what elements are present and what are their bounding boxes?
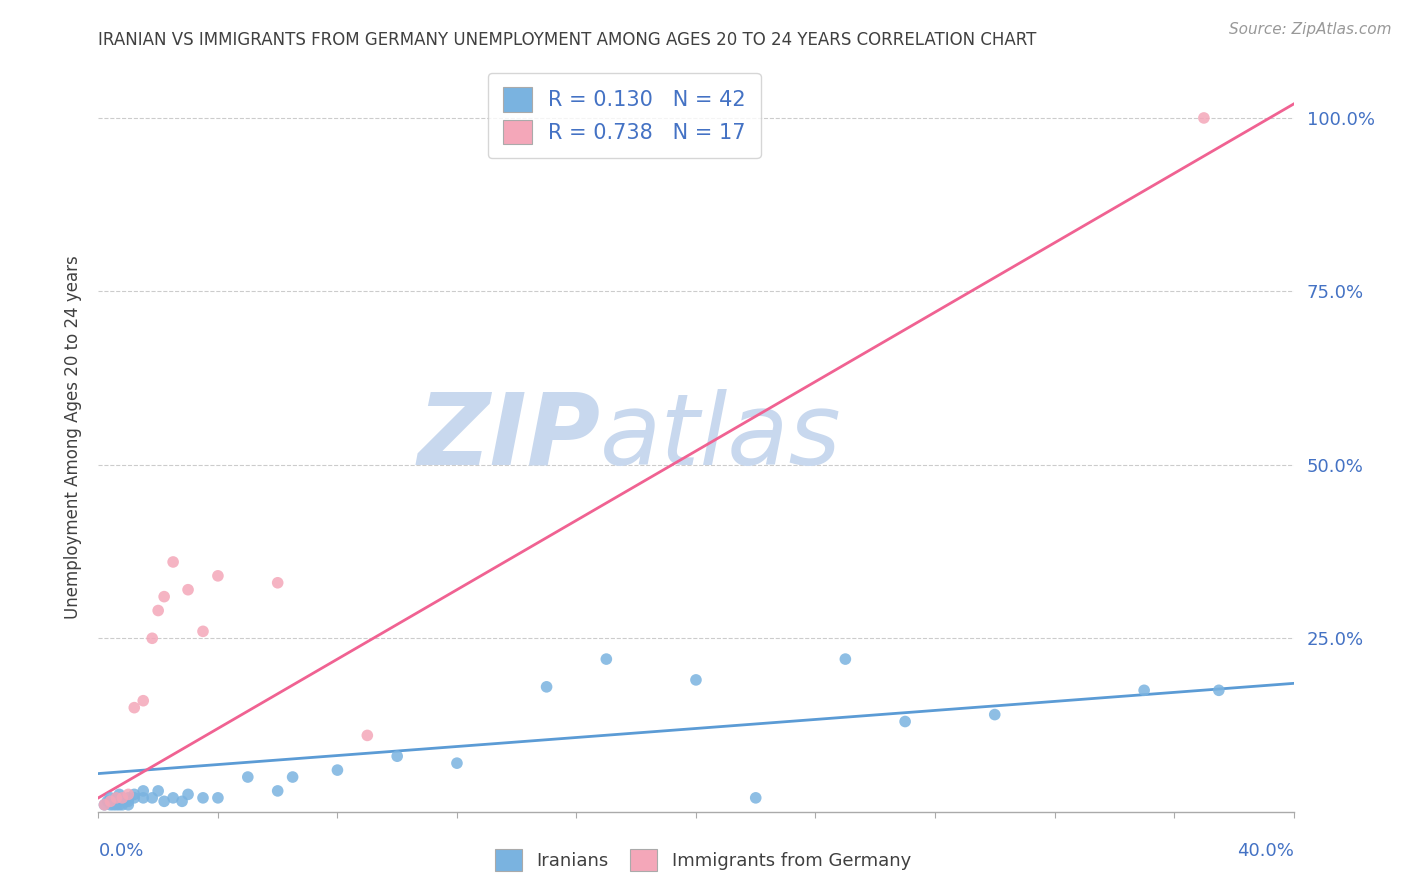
Point [132,694,155,708]
Point [745,790,768,805]
Point [148,784,170,798]
Point [267,784,290,798]
Point [93,797,115,812]
Legend: Iranians, Immigrants from Germany: Iranians, Immigrants from Germany [488,842,918,879]
Point [446,756,468,771]
Point [894,714,917,729]
Point [162,555,184,569]
Point [153,794,176,808]
Point [153,590,176,604]
Point [148,603,170,617]
Text: Source: ZipAtlas.com: Source: ZipAtlas.com [1229,22,1392,37]
Point [98,794,122,808]
Point [93,797,115,812]
Point [207,790,229,805]
Point [98,797,122,812]
Point [132,784,155,798]
Point [98,790,122,805]
Point [124,788,146,802]
Point [141,632,163,646]
Point [108,797,131,812]
Text: ZIP: ZIP [418,389,600,485]
Point [103,797,125,812]
Point [117,794,139,808]
Point [117,797,139,812]
Point [132,790,155,805]
Text: 40.0%: 40.0% [1237,842,1294,860]
Point [984,707,1007,722]
Y-axis label: Unemployment Among Ages 20 to 24 years: Unemployment Among Ages 20 to 24 years [63,255,82,619]
Point [191,624,214,639]
Text: IRANIAN VS IMMIGRANTS FROM GERMANY UNEMPLOYMENT AMONG AGES 20 TO 24 YEARS CORREL: IRANIAN VS IMMIGRANTS FROM GERMANY UNEMP… [98,31,1036,49]
Point [108,788,131,802]
Point [191,790,214,805]
Point [356,728,378,742]
Point [96,794,118,808]
Point [385,749,409,764]
Point [105,790,128,805]
Point [111,797,134,812]
Point [105,797,128,812]
Point [207,569,229,583]
Point [124,790,146,805]
Point [1208,683,1230,698]
Point [172,794,194,808]
Point [111,790,134,805]
Point [124,700,146,714]
Point [1133,683,1156,698]
Point [1192,111,1215,125]
Point [834,652,856,666]
Point [595,652,617,666]
Point [114,794,136,808]
Point [685,673,707,687]
Point [162,790,184,805]
Point [105,790,128,805]
Text: atlas: atlas [600,389,842,485]
Point [177,788,200,802]
Point [536,680,558,694]
Point [326,763,349,777]
Point [141,790,163,805]
Point [111,790,134,805]
Point [117,790,139,805]
Legend: R = 0.130   N = 42, R = 0.738   N = 17: R = 0.130 N = 42, R = 0.738 N = 17 [488,73,761,159]
Text: 0.0%: 0.0% [98,842,143,860]
Point [117,788,139,802]
Point [281,770,304,784]
Point [236,770,259,784]
Point [267,575,290,590]
Point [177,582,200,597]
